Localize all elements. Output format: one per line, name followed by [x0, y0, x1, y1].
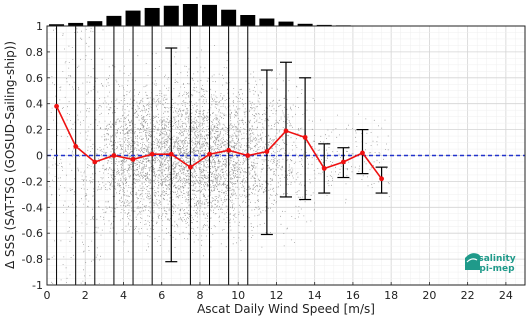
y-tick-label: -0.6	[22, 227, 43, 240]
histogram-bar	[202, 4, 218, 26]
mean-point	[149, 151, 155, 157]
mean-point	[207, 151, 212, 157]
mean-point	[379, 176, 384, 182]
histogram-bar	[106, 15, 122, 26]
histogram-bar	[182, 4, 198, 26]
mean-point	[340, 159, 346, 165]
histogram-bar	[240, 15, 256, 26]
y-tick-label: 0	[36, 150, 43, 163]
histogram-bar	[278, 21, 294, 26]
histogram-bar	[259, 18, 275, 26]
histogram-bar	[163, 5, 179, 26]
mean-point	[188, 164, 193, 170]
salinity-pimep-logo: salinity pi-mep	[465, 253, 516, 274]
histogram-bar	[87, 21, 103, 26]
histogram-bar	[144, 7, 160, 27]
y-tick-label: 0.4	[26, 98, 44, 111]
mean-point	[168, 151, 174, 157]
x-tick-label: 12	[269, 289, 283, 302]
histogram-bar	[68, 22, 84, 26]
x-tick-label: 2	[82, 289, 89, 302]
mean-point	[111, 153, 117, 158]
histogram-bar	[49, 24, 65, 26]
mean-point	[92, 159, 98, 165]
mean-point	[226, 147, 232, 153]
mean-line-group	[54, 103, 384, 182]
histogram-group	[49, 4, 390, 27]
y-tick-label: -0.8	[22, 253, 43, 266]
x-tick-label: 14	[308, 289, 322, 302]
x-axis-label: Ascat Daily Wind Speed [m/s]	[197, 302, 375, 316]
x-tick-label: 20	[422, 289, 436, 302]
y-tick-label: 1	[36, 20, 43, 33]
mean-point	[130, 156, 136, 162]
y-tick-label: -0.4	[22, 201, 43, 214]
x-tick-label: 8	[196, 289, 203, 302]
y-tick-label: 0.2	[26, 124, 44, 137]
y-tick-label: 0.6	[26, 72, 44, 85]
x-tick-label: 6	[158, 289, 165, 302]
mean-point	[302, 134, 308, 140]
x-tick-label: 16	[346, 289, 360, 302]
mean-point	[73, 144, 79, 149]
histogram-bar	[297, 23, 313, 26]
histogram-bar	[221, 9, 237, 26]
logo-wave-icon	[465, 253, 481, 270]
mean-point	[283, 128, 289, 134]
x-tick-label: 10	[231, 289, 245, 302]
x-tick-label: 4	[120, 289, 127, 302]
mean-point	[321, 166, 327, 171]
logo-line-1: salinity	[478, 254, 515, 264]
ticks-group: 0 2 4 6 8 10 12 14 16 18 20 22 24-1-0.8-0.6-0.4-0.20…	[22, 20, 513, 302]
y-axis-label: Δ SSS (SAT-TSG (GOSUD-Sailing-ship))	[3, 41, 17, 269]
y-tick-label: -0.2	[22, 175, 43, 188]
histogram-bar	[316, 24, 332, 26]
mean-line	[55, 105, 383, 180]
x-tick-label: 24	[499, 289, 513, 302]
mean-point	[54, 103, 59, 109]
y-tick-label: 0.8	[26, 46, 44, 59]
mean-point	[264, 149, 270, 155]
mean-point	[245, 153, 251, 158]
mean-point	[360, 150, 365, 156]
x-tick-label: 18	[384, 289, 398, 302]
logo-line-2: pi-mep	[479, 264, 515, 274]
histogram-bar	[125, 10, 141, 26]
y-tick-label: -1	[32, 279, 43, 292]
x-tick-label: 0	[44, 289, 51, 302]
x-tick-label: 22	[461, 289, 475, 302]
